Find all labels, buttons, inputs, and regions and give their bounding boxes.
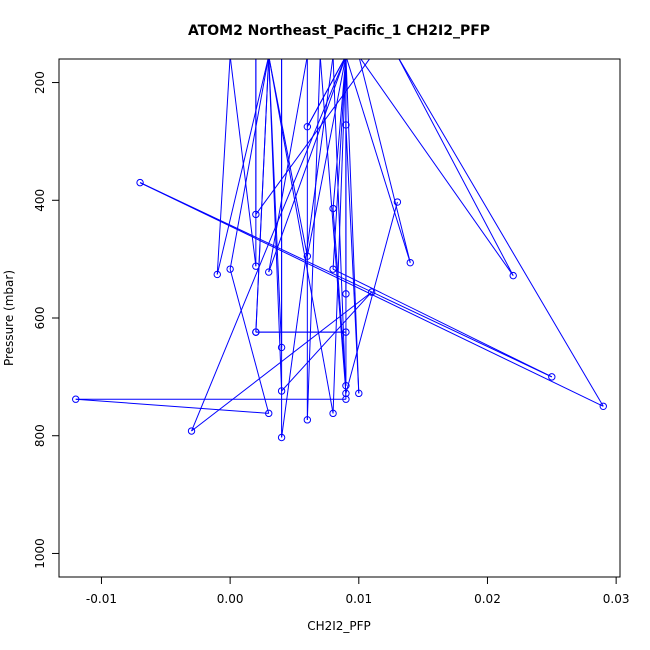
data-point	[252, 328, 260, 336]
series-line-segment	[306, 59, 345, 127]
data-point	[342, 395, 350, 403]
series-line-segment	[229, 59, 257, 267]
x-tick-label: -0.01	[86, 592, 117, 606]
series-line-segment	[281, 291, 373, 392]
y-tick-label: 600	[33, 307, 47, 330]
data-point	[72, 395, 80, 403]
series-line-segment	[191, 59, 346, 432]
y-tick-label: 400	[33, 189, 47, 212]
data-point	[226, 265, 234, 273]
series-line-segment	[359, 59, 411, 263]
series-line-segment	[191, 291, 372, 432]
y-axis-label: Pressure (mbar)	[2, 270, 16, 366]
data-point	[342, 290, 350, 298]
data-point	[393, 198, 402, 206]
y-axis: 200 400 600 800 1000	[33, 71, 59, 569]
data-point	[187, 427, 196, 435]
chart-title: ATOM2 Northeast_Pacific_1 CH2I2_PFP	[188, 23, 490, 39]
data-point	[303, 252, 312, 260]
series-line-segment	[306, 59, 321, 420]
data-point	[509, 271, 517, 280]
x-axis-label: CH2I2_PFP	[307, 619, 371, 633]
data-point	[367, 288, 376, 296]
data-point	[252, 210, 260, 219]
data-point	[342, 121, 350, 129]
data-point	[277, 343, 286, 352]
series-line-segment	[268, 59, 308, 257]
data-point	[329, 409, 337, 418]
data-point	[252, 262, 260, 270]
series-line-segment	[332, 59, 347, 209]
data-point	[329, 204, 337, 213]
series-line-segment	[255, 59, 270, 333]
series-line-segment	[398, 59, 604, 407]
series-line-segment	[255, 59, 371, 215]
series-line-segment	[306, 59, 346, 257]
data-point	[277, 387, 286, 395]
series-line-segment	[229, 269, 270, 414]
data-point	[599, 402, 607, 410]
data-point	[342, 328, 350, 336]
data-point	[342, 389, 350, 398]
data-point	[277, 433, 286, 442]
series-line-segment	[319, 59, 347, 394]
series-line-segment	[345, 201, 398, 394]
series-line-segment	[332, 208, 347, 386]
series-line-segment	[398, 59, 514, 276]
series-line-segment	[281, 59, 334, 438]
series-line-segment	[229, 59, 269, 270]
series-line-segment	[360, 59, 514, 276]
data-point	[329, 265, 337, 273]
plot-area	[58, 58, 621, 578]
series-line-segment	[346, 59, 411, 263]
data-point	[213, 270, 221, 279]
series-line-segment	[332, 268, 553, 378]
data-point	[303, 122, 312, 131]
y-tick-label: 200	[33, 71, 47, 94]
data-point	[355, 389, 363, 398]
x-tick-label: 0.02	[474, 592, 501, 606]
y-tick-label: 800	[33, 424, 47, 447]
data-point	[342, 381, 350, 390]
series-line-segment	[216, 59, 269, 275]
series-line-segment	[216, 59, 231, 275]
x-tick-label: 0.01	[345, 592, 372, 606]
series-layer	[72, 59, 607, 442]
x-tick-label: 0.00	[217, 592, 244, 606]
data-point	[303, 416, 312, 424]
series-line-segment	[268, 59, 283, 392]
data-point	[265, 268, 273, 276]
data-point	[406, 258, 414, 267]
series-line-segment	[139, 182, 604, 407]
data-point	[136, 178, 144, 187]
series-line-segment	[75, 398, 269, 414]
series-line-segment	[345, 59, 360, 394]
data-point	[265, 409, 273, 418]
y-tick-label: 1000	[33, 538, 47, 569]
series-line-segment	[268, 59, 334, 414]
data-point	[548, 373, 556, 381]
x-axis: -0.01 0.00 0.01 0.02 0.03	[86, 577, 630, 606]
x-tick-label: 0.03	[603, 592, 630, 606]
